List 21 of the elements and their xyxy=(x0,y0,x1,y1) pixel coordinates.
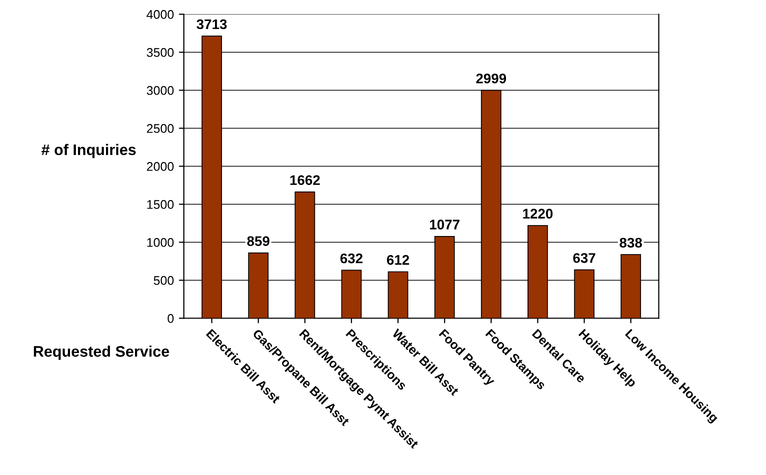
data-label: 637 xyxy=(573,253,596,263)
y-tick-label: 2500 xyxy=(146,124,174,133)
data-label: 3713 xyxy=(196,19,227,30)
y-tick-label: 1500 xyxy=(147,200,174,209)
data-label: 1220 xyxy=(523,208,553,219)
data-label: 859 xyxy=(247,236,270,246)
data-label: 838 xyxy=(620,238,642,248)
x-axis-title: Requested Service xyxy=(34,346,170,360)
y-tick-label: 0 xyxy=(168,314,174,323)
y-tick-label: 1000 xyxy=(147,238,174,247)
data-label: 1662 xyxy=(290,175,320,186)
data-label: 612 xyxy=(386,254,410,265)
y-tick-label: 3500 xyxy=(146,48,174,57)
y-tick-label: 500 xyxy=(154,276,174,285)
y-tick-label: 4000 xyxy=(146,10,174,19)
y-tick-label: 2000 xyxy=(146,162,174,171)
data-label: 1077 xyxy=(430,220,460,230)
data-label: 2999 xyxy=(476,74,506,84)
y-tick-label: 3000 xyxy=(146,86,174,95)
y-axis-title: # of Inquiries xyxy=(42,144,136,158)
data-label: 632 xyxy=(340,253,362,264)
